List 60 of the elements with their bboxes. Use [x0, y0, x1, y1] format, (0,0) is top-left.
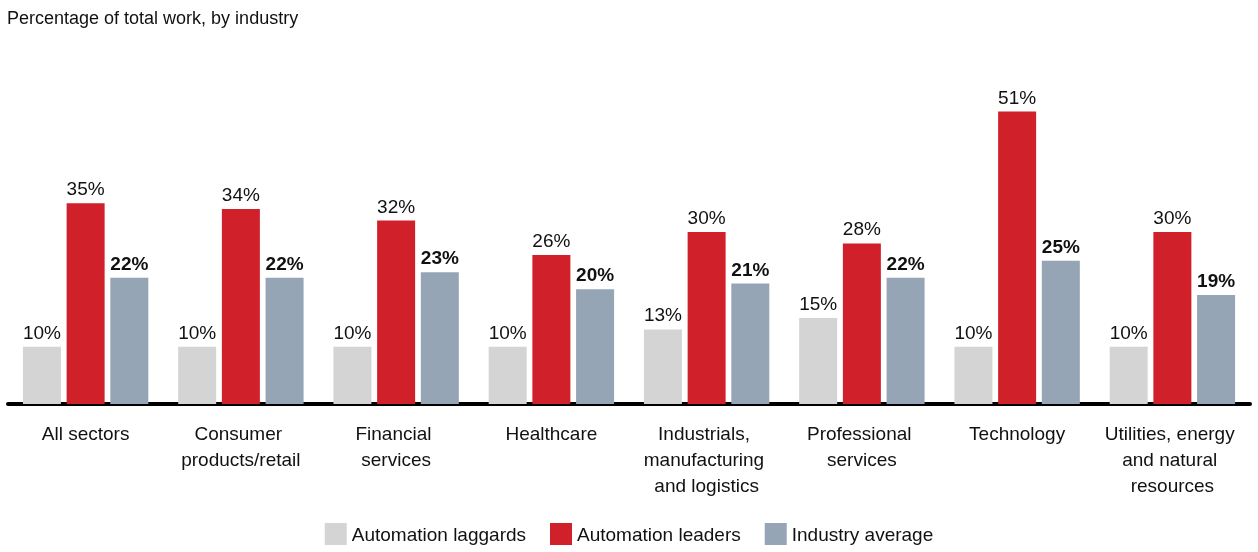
x-tick-label: Utilities, energy and natural resources [1104, 422, 1240, 496]
x-tick-label: Healthcare [505, 422, 598, 444]
data-label: 51% [998, 86, 1037, 108]
data-label: 10% [488, 321, 527, 343]
x-tick-label: Financial services [355, 422, 437, 470]
legend-label: Automation laggards [351, 523, 527, 545]
bar [731, 283, 770, 404]
data-label: 13% [643, 304, 683, 326]
bar [1109, 346, 1148, 404]
bar [221, 209, 260, 404]
bar [842, 243, 881, 404]
bar [643, 329, 682, 404]
bar [110, 277, 149, 404]
bar [66, 203, 105, 404]
legend-label: Industry average [791, 523, 934, 545]
data-label: 28% [842, 218, 881, 240]
data-label: 10% [178, 321, 217, 343]
data-label: 15% [799, 293, 838, 314]
data-label: 21% [731, 258, 770, 280]
data-label: 23% [420, 247, 459, 269]
data-label: 25% [1041, 235, 1080, 257]
data-label: 10% [954, 321, 993, 343]
data-label: 22% [265, 252, 304, 274]
data-label: 20% [576, 264, 615, 286]
legend-label: Automation leaders [577, 523, 741, 545]
bar [576, 289, 615, 404]
x-tick-label: All sectors [41, 422, 130, 444]
data-label: 30% [687, 207, 726, 228]
data-label: 22% [886, 252, 925, 274]
bar [886, 277, 925, 404]
data-label: 34% [221, 184, 260, 206]
bar [532, 254, 571, 404]
x-tick-label: Professional services [806, 422, 917, 470]
bar [178, 346, 217, 404]
data-label: 32% [377, 195, 416, 217]
bar [1153, 232, 1192, 404]
bar [488, 346, 527, 404]
bar [998, 111, 1037, 404]
data-label: 26% [532, 229, 571, 251]
bar [687, 232, 726, 404]
x-tick-label: Consumer products/retail [181, 422, 301, 470]
bar [22, 346, 61, 404]
data-label: 10% [333, 321, 372, 343]
bar [1041, 260, 1080, 404]
data-label: 10% [1109, 321, 1148, 343]
x-tick-label: Technology [969, 422, 1066, 444]
data-label: 22% [110, 252, 149, 274]
bar [799, 318, 838, 404]
bar [1197, 295, 1236, 404]
data-label: 10% [22, 321, 62, 343]
data-label: 30% [1153, 207, 1192, 228]
data-label: 35% [66, 178, 105, 200]
bar [954, 346, 993, 404]
data-label: 19% [1197, 270, 1236, 292]
x-tick-label: Industrials, manufacturing and logistics [643, 422, 770, 496]
bar [420, 272, 459, 404]
bar [265, 277, 304, 404]
bar [333, 346, 372, 404]
chart-title: Percentage of total work, by industry [7, 8, 299, 28]
bar [377, 220, 416, 404]
